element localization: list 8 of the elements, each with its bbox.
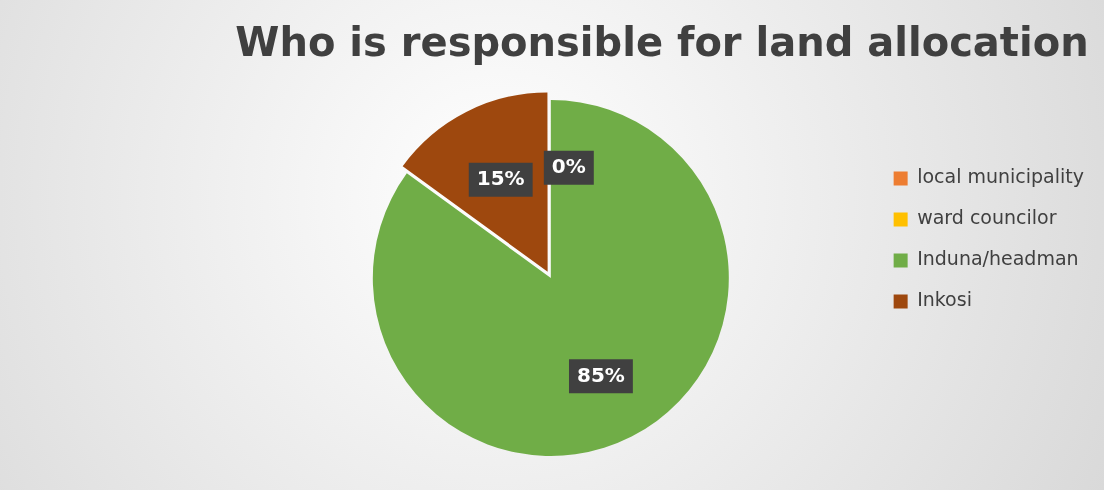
chart-title: Who is responsible for land allocation — [235, 19, 1089, 66]
legend-label: ward councilor — [917, 206, 1057, 229]
data-label: 15% — [476, 165, 525, 190]
text: 0% — [551, 153, 586, 178]
data-label: 85% — [576, 362, 625, 387]
legend-label: Inkosi — [917, 288, 972, 311]
legend-label: local municipality — [917, 165, 1085, 188]
legend-label: Induna/headman — [917, 247, 1079, 270]
